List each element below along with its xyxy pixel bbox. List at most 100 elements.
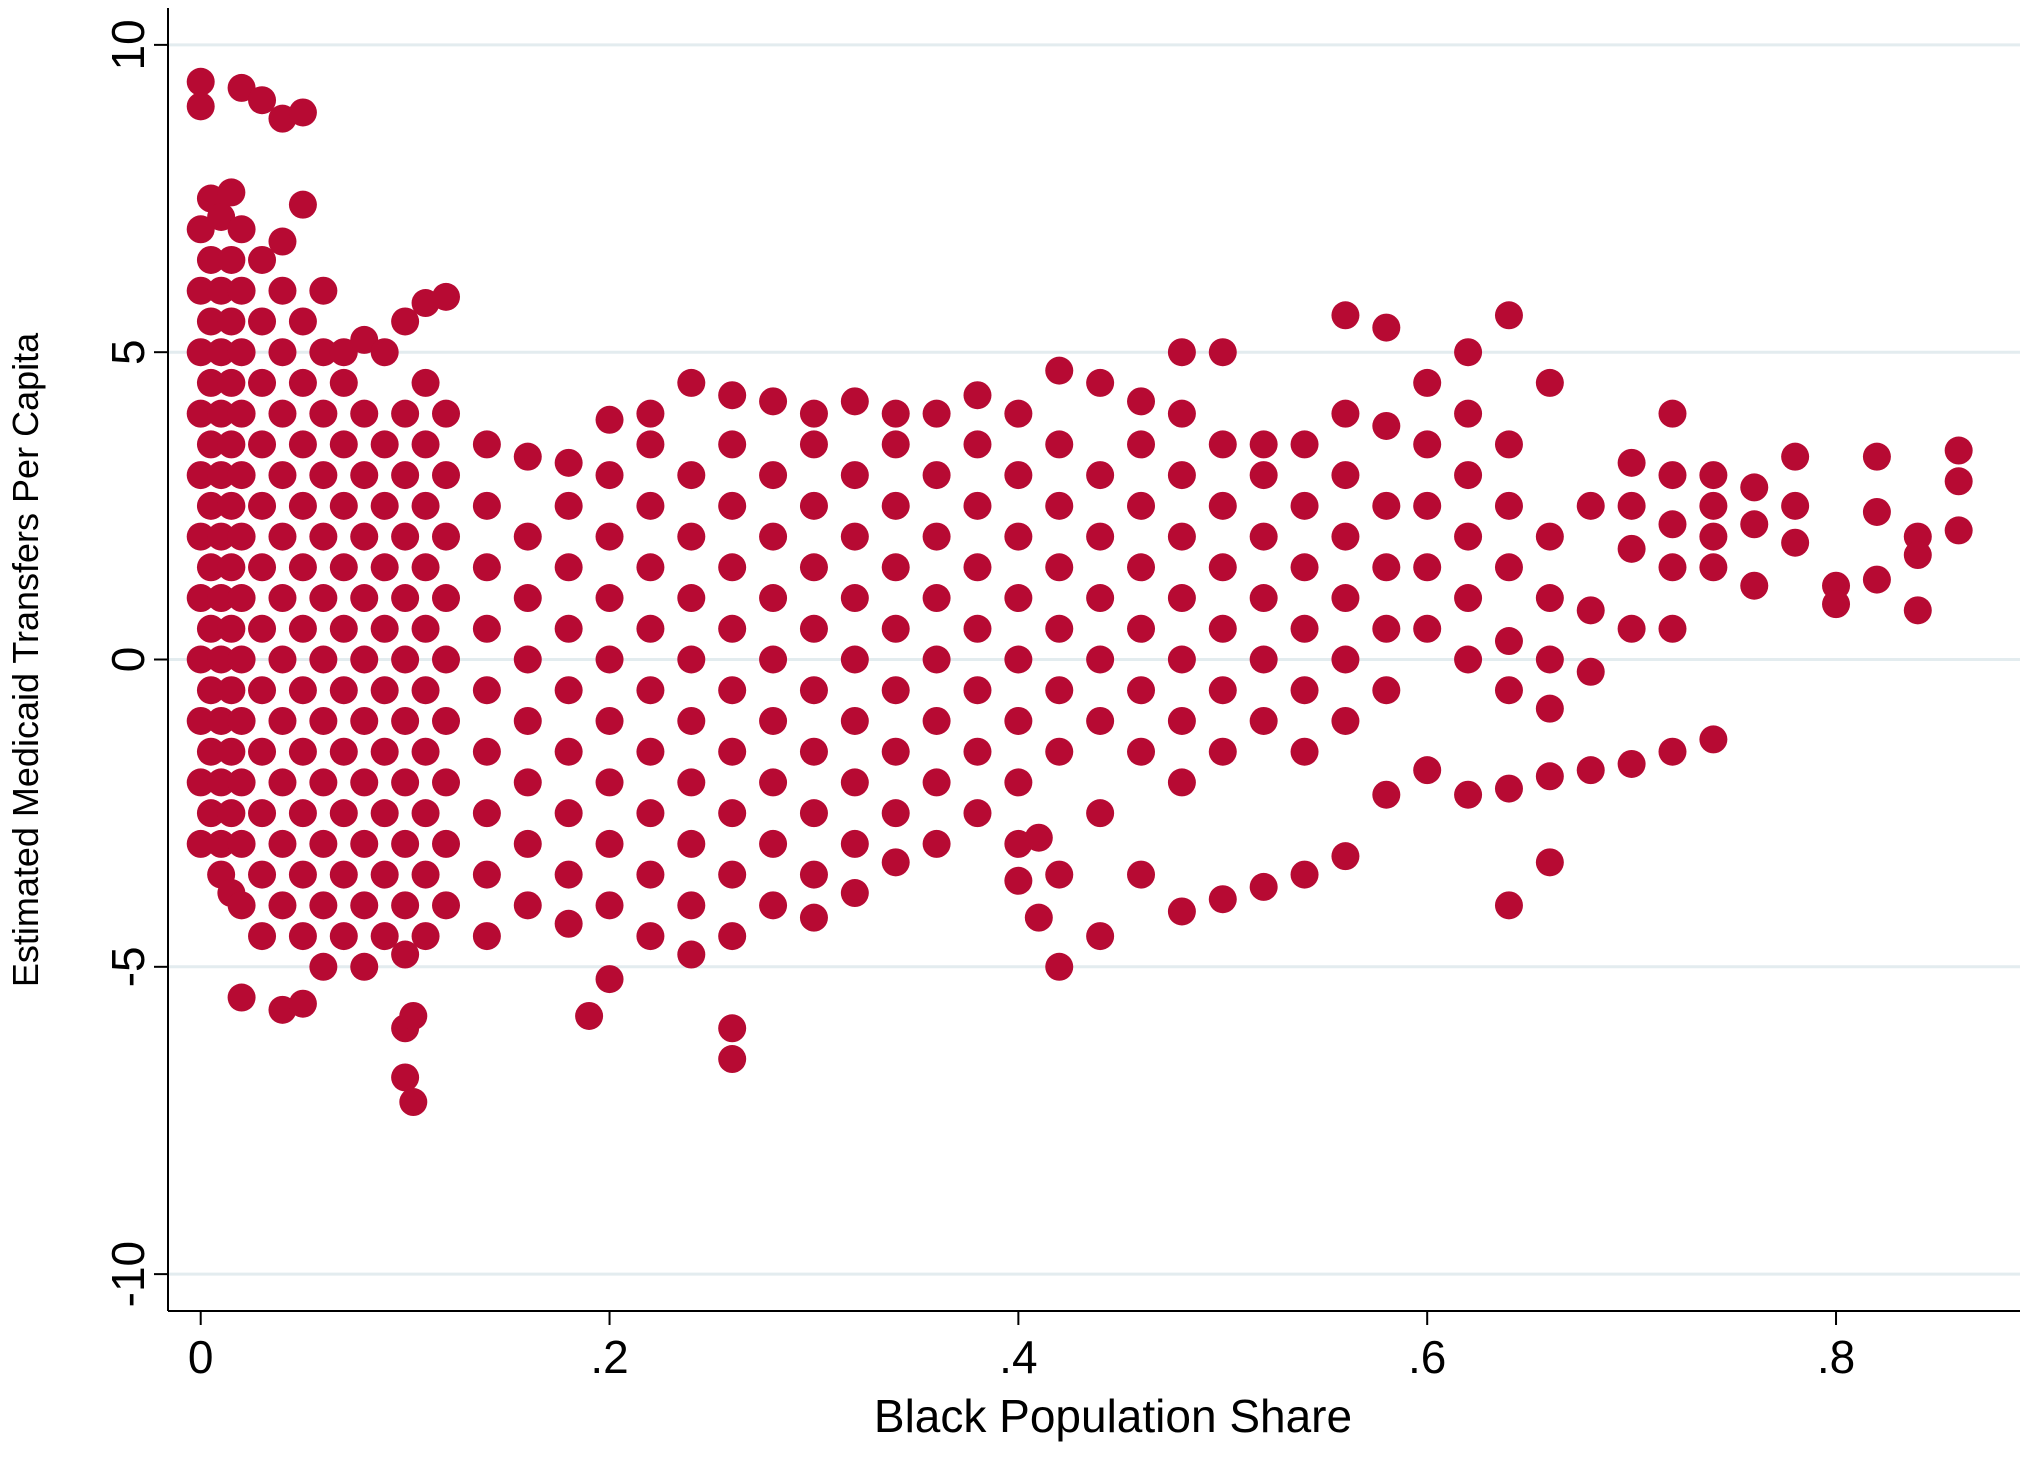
point — [840, 829, 869, 858]
point — [1494, 491, 1523, 520]
point — [1086, 461, 1115, 490]
point — [799, 430, 828, 459]
point — [554, 553, 583, 582]
point — [1004, 522, 1033, 551]
point — [840, 706, 869, 735]
point — [207, 768, 236, 797]
point — [1413, 491, 1442, 520]
point — [840, 584, 869, 613]
point — [554, 448, 583, 477]
point — [196, 491, 225, 520]
point — [1617, 491, 1646, 520]
point — [1331, 842, 1360, 871]
point — [595, 965, 624, 994]
point — [636, 860, 665, 889]
point — [391, 891, 420, 920]
point — [217, 614, 246, 643]
point — [186, 276, 215, 305]
point — [1372, 491, 1401, 520]
point — [1127, 491, 1156, 520]
point — [1086, 645, 1115, 674]
point — [350, 891, 379, 920]
point — [718, 430, 747, 459]
point — [288, 430, 317, 459]
point — [217, 430, 246, 459]
point — [288, 98, 317, 127]
point — [370, 737, 399, 766]
point — [718, 553, 747, 582]
point — [350, 461, 379, 490]
point — [268, 227, 297, 256]
point — [718, 491, 747, 520]
point — [1781, 442, 1810, 471]
point — [636, 922, 665, 951]
point — [288, 614, 317, 643]
point — [718, 1045, 747, 1074]
point — [217, 799, 246, 828]
x-tick-label: .6 — [1408, 1331, 1446, 1383]
point — [1454, 780, 1483, 809]
point — [1331, 461, 1360, 490]
point — [677, 940, 706, 969]
point — [1576, 756, 1605, 785]
point — [575, 1001, 604, 1030]
point — [1167, 768, 1196, 797]
point — [309, 952, 338, 981]
point — [636, 553, 665, 582]
point — [288, 368, 317, 397]
point — [963, 381, 992, 410]
point — [196, 245, 225, 274]
point — [268, 399, 297, 428]
point — [922, 584, 951, 613]
point — [227, 645, 256, 674]
point — [207, 522, 236, 551]
point — [411, 737, 440, 766]
point — [411, 553, 440, 582]
point — [207, 399, 236, 428]
x-axis-title: Black Population Share — [874, 1390, 1352, 1442]
point — [196, 368, 225, 397]
point — [840, 645, 869, 674]
point — [1167, 584, 1196, 613]
point — [432, 584, 461, 613]
point — [1024, 823, 1053, 852]
point — [186, 461, 215, 490]
point — [432, 829, 461, 858]
point — [329, 430, 358, 459]
point — [309, 461, 338, 490]
point — [1249, 645, 1278, 674]
point — [1086, 922, 1115, 951]
point — [1535, 584, 1564, 613]
point — [350, 952, 379, 981]
point — [288, 737, 317, 766]
point — [288, 922, 317, 951]
point — [207, 829, 236, 858]
point — [391, 584, 420, 613]
point — [1004, 706, 1033, 735]
point — [799, 799, 828, 828]
point — [1944, 467, 1973, 496]
point — [268, 891, 297, 920]
point — [840, 768, 869, 797]
point — [432, 891, 461, 920]
point — [1699, 491, 1728, 520]
point — [677, 768, 706, 797]
point — [718, 614, 747, 643]
point — [309, 706, 338, 735]
point — [309, 522, 338, 551]
point — [1208, 614, 1237, 643]
point — [554, 799, 583, 828]
point — [1249, 706, 1278, 735]
point — [1494, 676, 1523, 705]
point — [1249, 522, 1278, 551]
point — [1086, 522, 1115, 551]
point — [881, 614, 910, 643]
point — [1658, 553, 1687, 582]
point — [196, 614, 225, 643]
point — [1454, 645, 1483, 674]
point — [963, 737, 992, 766]
point — [309, 338, 338, 367]
point — [391, 522, 420, 551]
point — [248, 368, 277, 397]
